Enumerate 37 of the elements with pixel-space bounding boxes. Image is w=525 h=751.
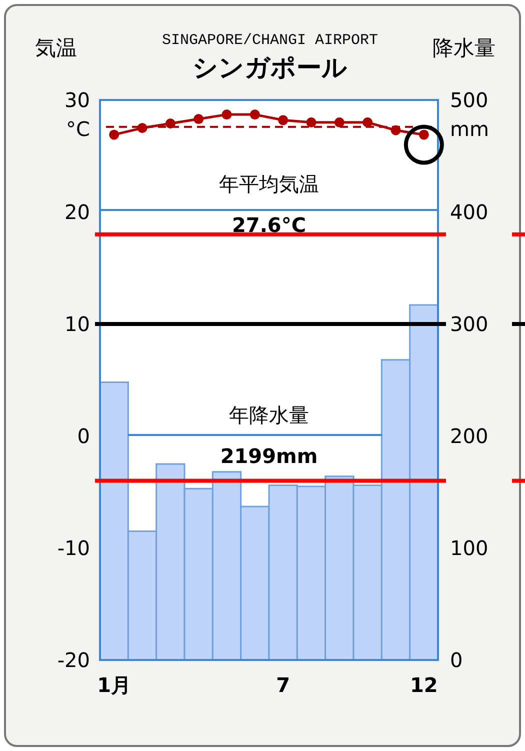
annotation: 2199mm (220, 444, 318, 468)
point (306, 117, 316, 128)
y-tick-label: 0 (77, 424, 90, 448)
point (194, 114, 204, 124)
x-tick-label: 7 (276, 673, 290, 697)
y2-tick-label: 0 (450, 648, 463, 672)
point (362, 117, 373, 128)
y-tick-label: 30 (64, 88, 90, 112)
y2-tick-label: 100 (450, 536, 488, 560)
y2-tick-label: 200 (450, 424, 488, 448)
point (222, 110, 232, 120)
point (334, 117, 344, 128)
annotation: 年平均気温 (219, 172, 319, 196)
y2-tick-label: 500 (450, 88, 488, 112)
point (137, 123, 148, 133)
chart-subtitle: SINGAPORE/CHANGI AIRPORT (162, 32, 378, 49)
text: mm (450, 117, 489, 141)
y-axis-title: 気温 (35, 36, 77, 60)
text: °C (66, 117, 90, 141)
point (278, 115, 288, 126)
point (250, 110, 260, 120)
x-tick-label: 1月 (97, 673, 132, 697)
chart-title: シンガポール (192, 53, 348, 82)
annotation: 年降水量 (229, 403, 309, 427)
x-tick-label: 12 (410, 673, 438, 697)
y2-tick-label: 400 (450, 200, 488, 224)
point (165, 118, 176, 129)
point (418, 130, 429, 140)
y-tick-label: 20 (64, 200, 90, 224)
y2-axis-title: 降水量 (432, 36, 496, 60)
point (109, 130, 120, 140)
y-tick-label: -20 (57, 648, 90, 672)
annotation: 27.6°C (232, 213, 306, 237)
y-tick-label: -10 (57, 536, 90, 560)
point (390, 125, 401, 136)
y2-tick-label: 300 (450, 312, 488, 336)
y-tick-label: 10 (64, 312, 90, 336)
